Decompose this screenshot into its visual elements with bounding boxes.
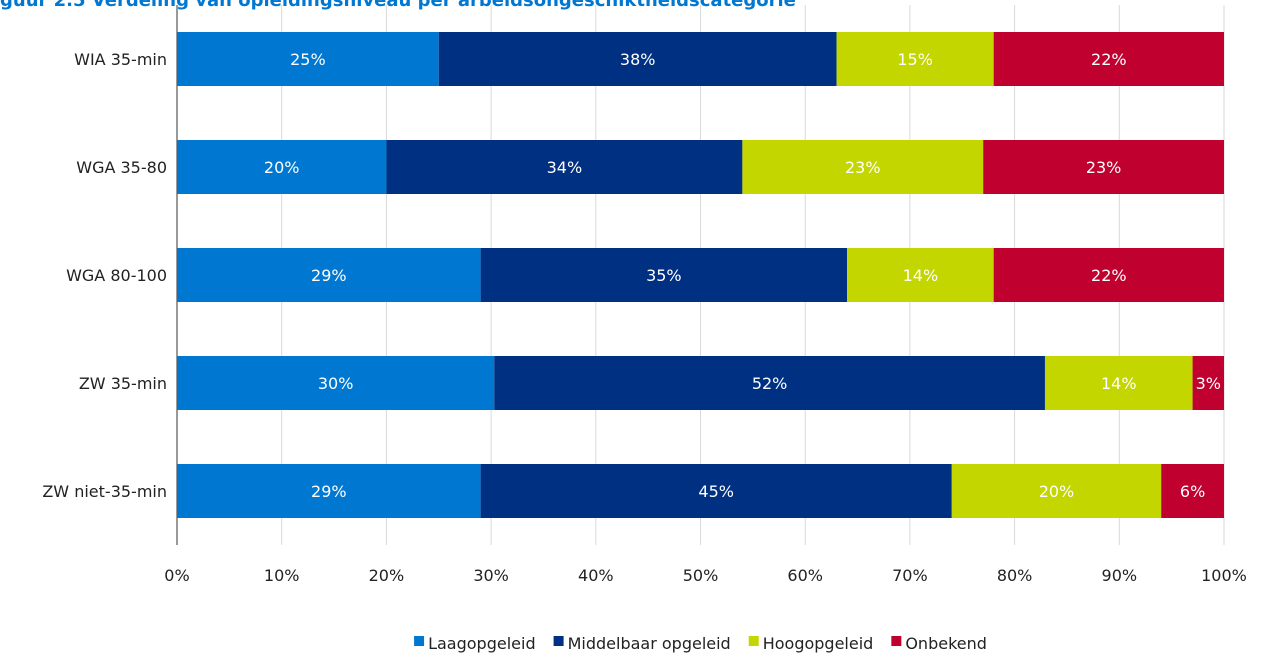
legend-swatch bbox=[891, 636, 902, 646]
value-label: 3% bbox=[1196, 374, 1221, 393]
value-label: 14% bbox=[1101, 374, 1137, 393]
x-tick-label: 80% bbox=[997, 566, 1033, 585]
value-label: 14% bbox=[903, 266, 939, 285]
bar-segment bbox=[1192, 356, 1224, 410]
value-label: 38% bbox=[620, 50, 656, 69]
legend-swatch bbox=[553, 636, 564, 646]
bar-segment bbox=[494, 356, 1045, 410]
bar-segment bbox=[480, 248, 848, 302]
bar-segment bbox=[836, 32, 994, 86]
bar-segment bbox=[1044, 356, 1193, 410]
x-tick-label: 40% bbox=[578, 566, 614, 585]
x-tick-label: 0% bbox=[164, 566, 189, 585]
value-label: 6% bbox=[1180, 482, 1205, 501]
value-label: 23% bbox=[1086, 158, 1122, 177]
x-tick-label: 10% bbox=[264, 566, 300, 585]
x-tick-label: 20% bbox=[369, 566, 405, 585]
legend-label: Middelbaar opgeleid bbox=[568, 634, 731, 653]
y-tick-label: WGA 80-100 bbox=[66, 266, 167, 285]
bar-segment bbox=[438, 32, 837, 86]
chart-title: guur 2.5 Verdeling van opleidingsniveau … bbox=[0, 0, 796, 11]
value-label: 15% bbox=[897, 50, 933, 69]
bar-segment bbox=[177, 248, 481, 302]
bar-segment bbox=[177, 32, 439, 86]
bar-segment bbox=[177, 140, 387, 194]
bar-segment bbox=[951, 464, 1162, 518]
value-label: 25% bbox=[290, 50, 326, 69]
y-tick-label: WGA 35-80 bbox=[76, 158, 167, 177]
x-tick-label: 60% bbox=[787, 566, 823, 585]
value-label: 52% bbox=[752, 374, 788, 393]
bar-segment bbox=[993, 248, 1224, 302]
value-label: 22% bbox=[1091, 266, 1127, 285]
value-label: 45% bbox=[698, 482, 734, 501]
bar-segment bbox=[177, 464, 481, 518]
value-label: 29% bbox=[311, 266, 347, 285]
value-label: 34% bbox=[547, 158, 583, 177]
value-label: 30% bbox=[318, 374, 354, 393]
value-label: 23% bbox=[845, 158, 881, 177]
y-tick-label: WIA 35-min bbox=[74, 50, 167, 69]
bar-segment bbox=[480, 464, 952, 518]
x-tick-label: 30% bbox=[473, 566, 509, 585]
bar-segment bbox=[983, 140, 1224, 194]
x-tick-label: 100% bbox=[1201, 566, 1247, 585]
bar-segment bbox=[1161, 464, 1224, 518]
bar-segment bbox=[993, 32, 1224, 86]
bar-segment bbox=[847, 248, 994, 302]
legend-swatch bbox=[414, 636, 425, 646]
value-label: 22% bbox=[1091, 50, 1127, 69]
legend-label: Hoogopgeleid bbox=[763, 634, 874, 653]
bar-segment bbox=[177, 356, 495, 410]
x-tick-label: 50% bbox=[683, 566, 719, 585]
x-tick-label: 70% bbox=[892, 566, 928, 585]
legend-label: Onbekend bbox=[905, 634, 987, 653]
value-label: 20% bbox=[264, 158, 300, 177]
value-label: 20% bbox=[1039, 482, 1075, 501]
legend-swatch bbox=[748, 636, 759, 646]
bar-segment bbox=[742, 140, 984, 194]
value-label: 35% bbox=[646, 266, 682, 285]
value-label: 29% bbox=[311, 482, 347, 501]
x-tick-label: 90% bbox=[1102, 566, 1138, 585]
y-tick-label: ZW 35-min bbox=[79, 374, 167, 393]
y-tick-label: ZW niet-35-min bbox=[42, 482, 167, 501]
bar-segment bbox=[386, 140, 743, 194]
legend-label: Laagopgeleid bbox=[428, 634, 536, 653]
